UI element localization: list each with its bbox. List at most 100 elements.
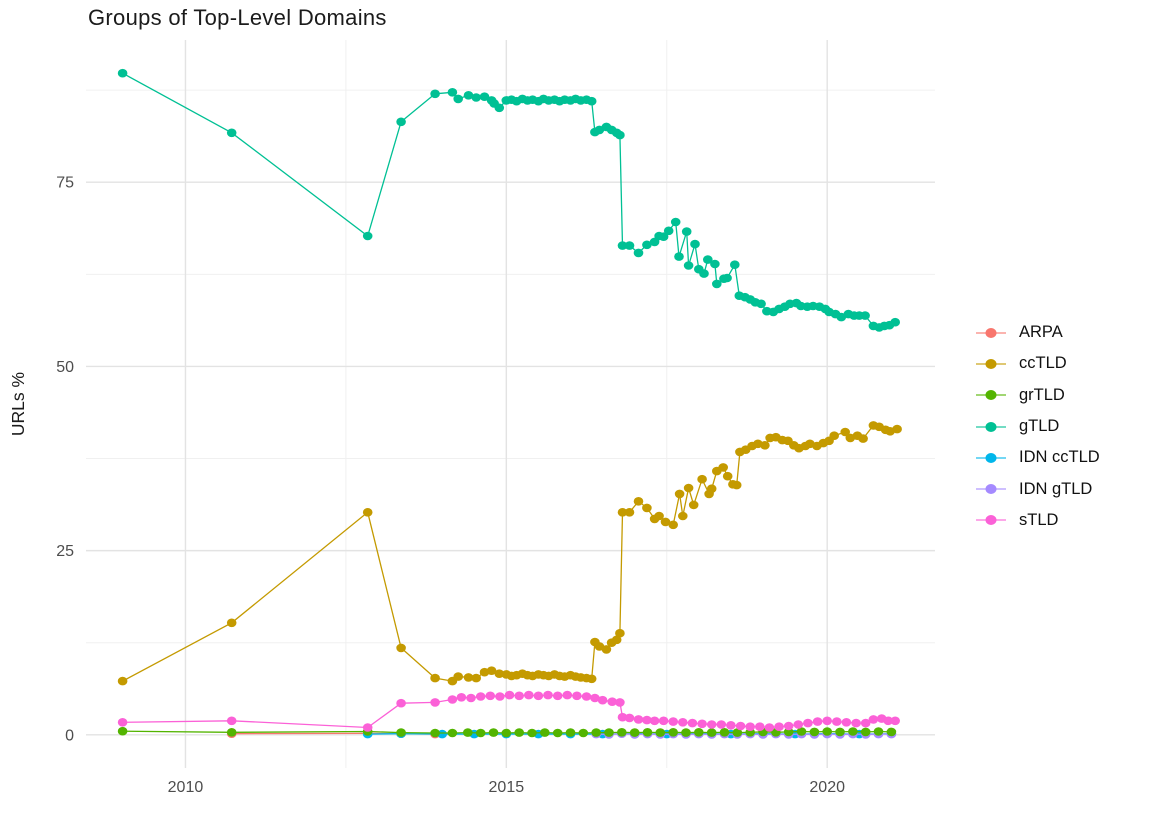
cctld-data-point: [463, 673, 474, 682]
stld-data-point: [890, 716, 900, 726]
stld-data-point: [456, 693, 467, 702]
cctld-data-point: [494, 669, 505, 678]
grtld-data-point: [783, 727, 794, 737]
cctld-data-point: [760, 441, 770, 450]
stld-data-point: [617, 712, 628, 722]
x-axis-tick-label: 2020: [809, 779, 845, 796]
grtld-data-point: [732, 728, 743, 737]
gtld-data-point: [617, 241, 628, 250]
cctld-data-point: [624, 508, 635, 517]
stld-data-point: [466, 693, 476, 703]
grtld-data-point: [848, 727, 858, 736]
stld-data-point: [649, 716, 660, 726]
cctld-data-point: [486, 666, 497, 675]
legend-item-gtld: gTLD: [976, 411, 1100, 442]
stld-data-point: [590, 693, 600, 703]
cctld-data-point: [617, 508, 628, 517]
gtld-data-point: [710, 259, 720, 269]
grtld-data-point: [617, 728, 627, 737]
grtld-data-point: [540, 728, 550, 737]
stld-data-point: [706, 720, 717, 729]
cctld-data-point: [453, 672, 464, 681]
cctld-data-point: [430, 673, 440, 683]
gtld-data-point: [663, 226, 674, 236]
grtld-data-point: [447, 728, 458, 738]
cctld-data-point: [688, 500, 699, 510]
cctld-data-point: [697, 474, 707, 484]
y-axis-tick-label: 25: [56, 543, 74, 560]
stld-data-point: [633, 715, 644, 724]
cctld-data-point: [829, 431, 839, 441]
stld-data-point: [832, 717, 842, 726]
legend-label: sTLD: [1019, 510, 1059, 529]
gtld-data-point: [683, 261, 694, 270]
gtld-data-point: [615, 130, 625, 140]
cctld-data-point: [858, 434, 868, 443]
cctld-data-point: [706, 484, 717, 494]
gtld-data-point: [670, 217, 681, 227]
stld-data-point: [562, 690, 573, 700]
gtld-data-point: [703, 255, 713, 264]
cctld-data-point: [718, 463, 728, 472]
grtld-data-point: [706, 728, 717, 737]
gtld-data-point: [586, 96, 597, 106]
chart-title: Groups of Top-Level Domains: [88, 5, 387, 30]
grtld-data-point: [873, 727, 884, 736]
grtld-series-line: [122, 730, 892, 734]
stld-data-point: [822, 716, 832, 726]
stld-data-point: [226, 716, 237, 726]
grtld-data-point: [604, 728, 614, 737]
legend-item-grtld: grTLD: [976, 380, 1100, 411]
gtld-data-point: [690, 239, 700, 249]
grtld-data-point: [578, 728, 589, 738]
cctld-data-point: [615, 628, 625, 638]
gtld-data-point: [463, 91, 474, 100]
grtld-data-point: [860, 727, 871, 737]
x-axis-tick-label: 2010: [168, 779, 204, 796]
cctld-data-point: [668, 520, 678, 530]
legend-item-arpa: ARPA: [976, 317, 1100, 348]
stld-data-point: [793, 720, 804, 729]
stld-data-point: [658, 716, 669, 726]
grtld-data-point: [475, 728, 486, 738]
gtld-data-point: [430, 89, 440, 99]
grtld-data-point: [822, 727, 832, 736]
gtld-data-point: [117, 68, 128, 78]
cctld-data-point: [654, 511, 664, 521]
cctld-data-point: [586, 674, 597, 684]
cctld-data-point: [642, 503, 652, 513]
stld-data-point: [396, 698, 406, 708]
gtld-data-point: [362, 231, 373, 241]
grtld-data-point: [809, 727, 820, 737]
idn-gtld-series-line: [596, 733, 892, 736]
cctld-data-point: [611, 635, 622, 645]
stld-data-point: [117, 718, 128, 727]
gtld-data-point: [226, 128, 237, 138]
cctld-data-point: [683, 483, 694, 493]
stld-data-point: [447, 695, 458, 704]
stld-data-point: [860, 718, 871, 728]
y-axis-tick-label: 75: [56, 175, 74, 192]
legend-key-icon: [976, 452, 1006, 464]
stld-data-point: [803, 718, 813, 728]
stld-data-point: [615, 698, 625, 707]
grtld-data-point: [591, 728, 601, 737]
stld-data-point: [851, 718, 861, 728]
grtld-data-point: [527, 728, 537, 738]
y-axis-tick-label: 0: [65, 727, 74, 744]
grtld-data-point: [796, 727, 807, 736]
gtld-data-point: [447, 88, 458, 97]
cctld-data-point: [396, 643, 406, 653]
grtld-data-point: [681, 728, 691, 737]
stld-data-point: [687, 718, 698, 728]
grtld-data-point: [565, 728, 576, 737]
stld-data-point: [514, 691, 524, 701]
x-axis-tick-label: 2015: [489, 779, 525, 796]
grtld-data-point: [430, 728, 440, 738]
legend-key-icon: [976, 358, 1006, 370]
legend-key-icon: [976, 389, 1006, 401]
gtld-data-point: [756, 299, 766, 309]
legend-label: IDN gTLD: [1019, 479, 1093, 498]
grtld-data-point: [694, 728, 704, 737]
